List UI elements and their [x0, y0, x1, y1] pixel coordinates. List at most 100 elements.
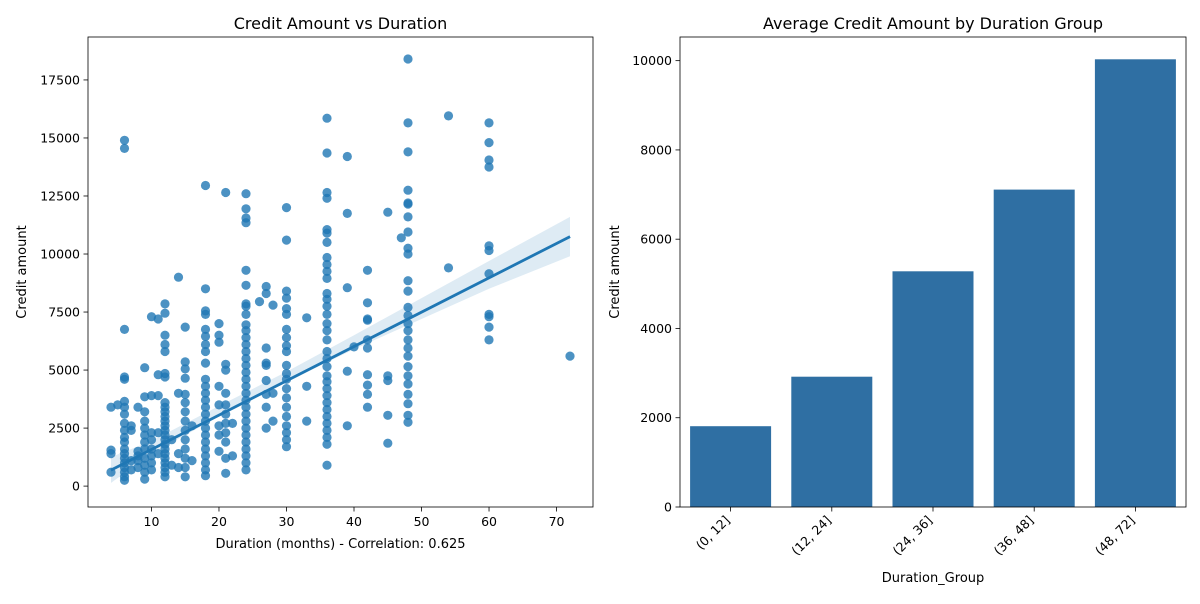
scatter-point [241, 333, 251, 343]
scatter-x-label: Duration (months) - Correlation: 0.625 [215, 537, 465, 552]
scatter-point [241, 444, 251, 454]
scatter-point [126, 421, 136, 431]
scatter-point [268, 416, 278, 426]
regression-line-path [110, 235, 571, 472]
scatter-point [443, 111, 454, 121]
scatter-point [383, 371, 393, 381]
scatter-point [200, 458, 211, 468]
regression-line [110, 235, 571, 472]
scatter-point [241, 465, 251, 475]
scatter-point [403, 212, 413, 222]
scatter-point [200, 402, 211, 412]
scatter-point [160, 339, 170, 350]
scatter-point [383, 207, 393, 217]
scatter-point [281, 442, 292, 452]
scatter-point [227, 451, 238, 461]
scatter-point [281, 402, 292, 412]
scatter-point [187, 456, 197, 466]
scatter-point [302, 416, 312, 426]
scatter-point [241, 280, 251, 290]
scatter-point [241, 423, 251, 433]
scatter-point [322, 252, 332, 263]
scatter-point [484, 241, 494, 251]
scatter-point [140, 363, 150, 373]
scatter-point [119, 372, 130, 382]
scatter-point [153, 449, 163, 459]
x-tick-label: 50 [414, 514, 430, 529]
scatter-point [221, 388, 231, 398]
scatter-point [322, 418, 332, 428]
scatter-point [322, 439, 332, 449]
scatter-point [342, 151, 352, 162]
bar [1094, 59, 1176, 508]
scatter-point [119, 409, 130, 419]
scatter-point [281, 435, 292, 445]
scatter-point [200, 180, 211, 191]
scatter-point [180, 444, 190, 454]
scatter-point [484, 118, 494, 128]
x-tick-label: 70 [549, 514, 565, 529]
scatter-point [261, 423, 271, 433]
scatter-point [200, 388, 211, 398]
confidence-band-area [111, 216, 570, 483]
x-tick-label: (0, 12] [693, 513, 733, 553]
scatter-point [403, 286, 413, 296]
scatter-point [383, 410, 393, 420]
scatter-point [322, 346, 332, 357]
scatter-point [241, 367, 251, 377]
bar-x-label: Duration_Group [882, 571, 985, 586]
scatter-point [281, 304, 292, 314]
y-tick-label: 0 [72, 479, 80, 494]
scatter-point [403, 276, 413, 286]
scatter-point [241, 346, 251, 357]
scatter-point [180, 389, 190, 399]
scatter-point [160, 308, 170, 318]
y-tick-label: 17500 [40, 72, 80, 87]
scatter-point [241, 437, 251, 447]
scatter-point [173, 272, 184, 282]
scatter-point [221, 400, 231, 410]
x-tick-label: 10 [144, 514, 160, 529]
scatter-y-ticks: 0 2500 5000 7500 10000 12500 15000 17500 [40, 72, 88, 494]
scatter-point [268, 300, 278, 310]
scatter-point [214, 381, 224, 391]
scatter-point [180, 416, 190, 426]
scatter-point [140, 423, 150, 433]
scatter-point [403, 417, 413, 427]
scatter-point [180, 398, 190, 408]
scatter-point [180, 357, 190, 367]
scatter-point [146, 465, 157, 475]
scatter-point [200, 465, 211, 475]
scatter-point [443, 263, 454, 273]
scatter-point [241, 320, 251, 330]
scatter-point [322, 432, 332, 442]
scatter-point [221, 418, 231, 428]
scatter-point [281, 393, 292, 403]
scatter-point [484, 322, 494, 332]
scatter-point [140, 474, 150, 484]
scatter-point [403, 335, 413, 345]
scatter-point [153, 391, 163, 401]
scatter-point [241, 409, 251, 419]
scatter-point [214, 337, 224, 347]
scatter-point [221, 359, 231, 369]
scatter-point [322, 335, 332, 345]
scatter-point [146, 391, 157, 401]
scatter-point [119, 324, 130, 334]
scatter-point [484, 162, 494, 172]
scatter-point [281, 235, 292, 245]
scatter-point [241, 265, 251, 275]
scatter-point [302, 313, 312, 323]
scatter-point [227, 418, 238, 428]
scatter-point [362, 389, 373, 399]
scatter-point [241, 381, 251, 391]
scatter-point [261, 288, 271, 299]
scatter-point [241, 213, 251, 223]
y-tick-label: 10000 [632, 53, 672, 68]
y-tick-label: 0 [664, 500, 672, 515]
scatter-point [281, 324, 292, 334]
scatter-point [221, 468, 231, 478]
scatter-point [180, 373, 190, 383]
scatter-point [383, 438, 393, 448]
